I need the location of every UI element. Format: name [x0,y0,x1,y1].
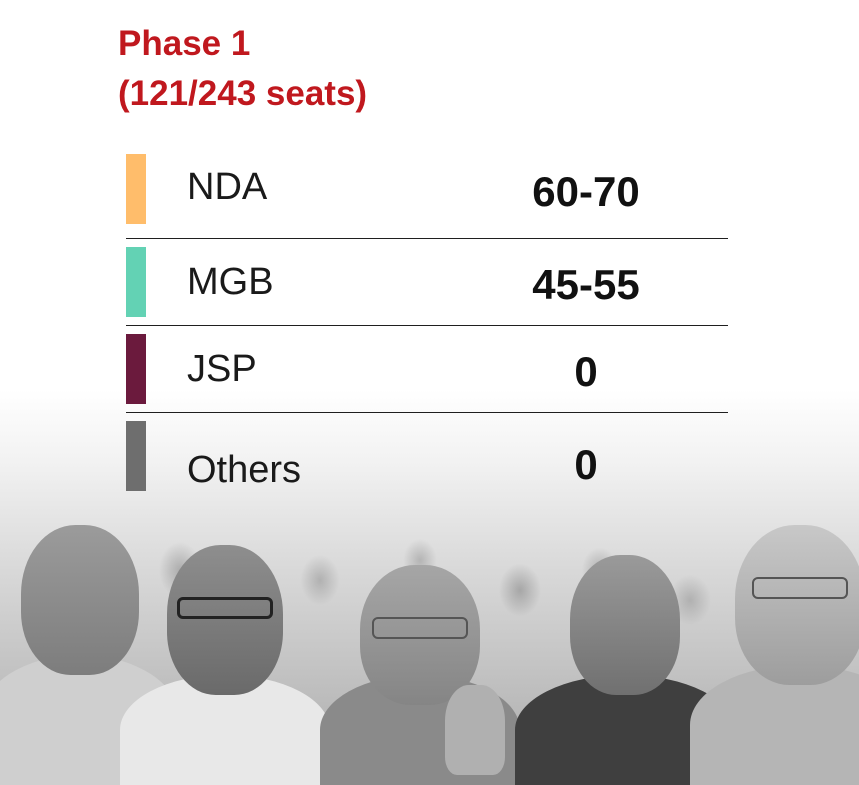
party-name: NDA [187,166,268,208]
leader-portrait-5 [690,485,859,785]
party-row-jsp: JSP 0 [126,325,728,412]
leaders-photo-collage [0,390,859,785]
party-name: MGB [187,261,274,303]
seat-projection-table: NDA 60-70 MGB 45-55 JSP 0 Others 0 [126,152,728,499]
party-color-swatch [126,334,146,404]
phase-title: Phase 1 [118,24,251,63]
leader-portrait-3 [320,555,520,785]
party-row-others: Others 0 [126,412,728,499]
seat-range: 45-55 [532,261,640,308]
leader-portrait-2 [120,535,330,785]
phase-seat-count: (121/243 seats) [118,74,368,113]
seat-range: 60-70 [532,168,640,215]
party-row-nda: NDA 60-70 [126,152,728,238]
leader-portrait-4 [515,545,735,785]
party-name: Others [187,449,302,491]
party-color-swatch [126,247,146,317]
party-color-swatch [126,154,146,224]
party-name: JSP [187,348,257,390]
seat-range: 0 [574,441,598,488]
party-row-mgb: MGB 45-55 [126,238,728,325]
seat-range: 0 [574,348,598,395]
party-color-swatch [126,421,146,491]
